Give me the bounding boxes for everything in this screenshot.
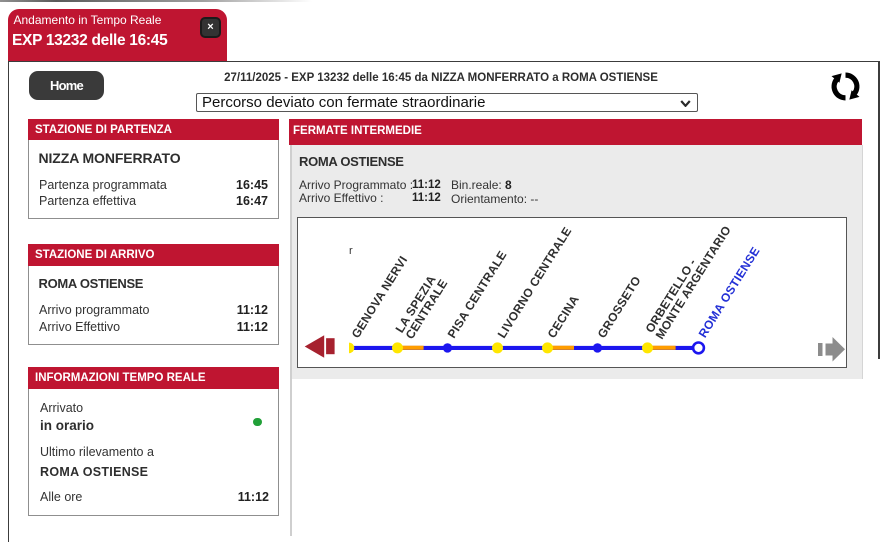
svg-text:GROSSETO: GROSSETO (595, 274, 644, 341)
svg-text:ORBETELLO -MONTE ARGENTARIO: ORBETELLO -MONTE ARGENTARIO (642, 218, 733, 342)
svg-text:r: r (349, 245, 353, 257)
svg-text:CECINA: CECINA (545, 293, 582, 341)
svg-text:LA SPEZIACENTRALE: LA SPEZIACENTRALE (392, 270, 450, 341)
